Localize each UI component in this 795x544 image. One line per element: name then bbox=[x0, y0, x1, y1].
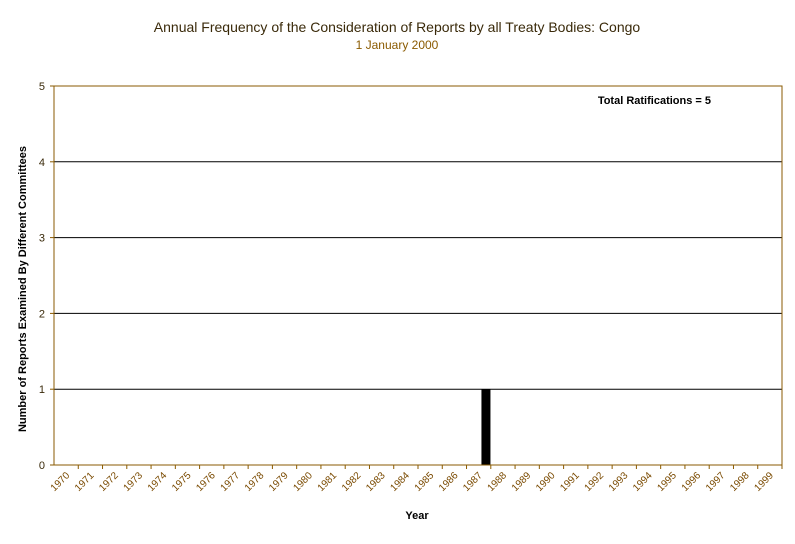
x-tick-label: 1989 bbox=[510, 470, 534, 494]
x-tick-label: 1998 bbox=[728, 470, 752, 494]
x-tick-label: 1977 bbox=[219, 470, 243, 494]
x-tick-label: 1970 bbox=[49, 470, 73, 494]
axes bbox=[50, 85, 783, 469]
y-tick-label: 5 bbox=[39, 81, 45, 93]
y-axis-label: Number of Reports Examined By Different … bbox=[17, 146, 29, 432]
x-tick-label: 1999 bbox=[752, 470, 776, 494]
y-tick-label: 1 bbox=[39, 384, 45, 396]
y-tick-label: 0 bbox=[39, 460, 45, 472]
x-tick-label: 1982 bbox=[340, 470, 364, 494]
x-tick-label: 1974 bbox=[146, 470, 170, 494]
total-ratifications-annotation: Total Ratifications = 5 bbox=[598, 95, 711, 107]
x-tick-label: 1972 bbox=[97, 470, 121, 494]
x-tick-label: 1973 bbox=[122, 470, 146, 494]
x-tick-label: 1983 bbox=[364, 470, 388, 494]
x-tick-label: 1994 bbox=[631, 470, 655, 494]
x-tick-label: 1988 bbox=[486, 470, 510, 494]
x-tick-label: 1991 bbox=[558, 470, 582, 494]
x-tick-label: 1997 bbox=[704, 470, 728, 494]
y-tick-label: 2 bbox=[39, 308, 45, 320]
chart-title: Annual Frequency of the Consideration of… bbox=[154, 19, 641, 35]
y-tick-label: 3 bbox=[39, 233, 45, 245]
x-axis-label: Year bbox=[405, 510, 429, 522]
x-tick-label: 1993 bbox=[607, 470, 631, 494]
x-tick-label: 1984 bbox=[388, 470, 412, 494]
grid-lines bbox=[54, 85, 782, 390]
x-tick-label: 1978 bbox=[243, 470, 267, 494]
x-tick-label: 1995 bbox=[655, 470, 679, 494]
x-tick-label: 1996 bbox=[680, 470, 704, 494]
x-tick-label: 1986 bbox=[437, 470, 461, 494]
x-tick-label: 1971 bbox=[73, 470, 97, 494]
chart-subtitle: 1 January 2000 bbox=[356, 38, 439, 52]
x-tick-label: 1979 bbox=[267, 470, 291, 494]
x-tick-label: 1987 bbox=[461, 470, 485, 494]
x-tick-label: 1981 bbox=[316, 470, 340, 494]
x-tick-label: 1992 bbox=[583, 470, 607, 494]
plot-frame bbox=[53, 85, 783, 466]
x-tick-label: 1976 bbox=[194, 470, 218, 494]
x-tick-label: 1980 bbox=[291, 470, 315, 494]
x-tick-label: 1975 bbox=[170, 470, 194, 494]
y-tick-labels: 0 1 2 3 4 5 bbox=[39, 81, 45, 472]
bar-series bbox=[481, 389, 491, 465]
bar-1987 bbox=[481, 389, 491, 465]
x-tick-label: 1985 bbox=[413, 470, 437, 494]
y-tick-label: 4 bbox=[39, 157, 45, 169]
x-tick-label: 1990 bbox=[534, 470, 558, 494]
x-tick-labels: 1970 1971 1972 1973 1974 1975 1976 1977 1978 1979… bbox=[49, 470, 777, 494]
